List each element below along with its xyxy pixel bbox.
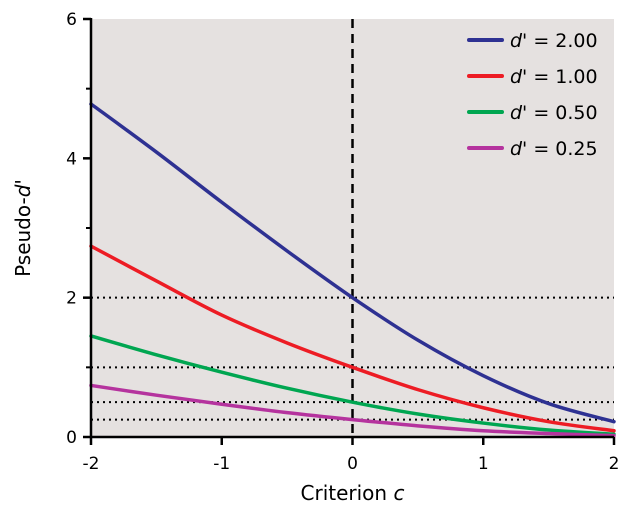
y-tick-label-0: 0 (66, 428, 77, 448)
series-line-3 (89, 383, 616, 438)
x-tick-label-1: -1 (213, 454, 230, 474)
tick-labels: -2 -1 0 1 2 0 2 4 6 (66, 10, 619, 474)
series-line-1 (89, 244, 616, 433)
series-line-2 (89, 334, 616, 436)
x-axis-label: Criterion c (301, 481, 405, 505)
y-axis-label: Pseudo-d' (11, 179, 35, 277)
x-tick-label-2: 0 (347, 454, 358, 474)
legend-label-1: d' = 1.00 (510, 66, 598, 88)
series-layer (89, 102, 616, 438)
y-tick-label-3: 6 (66, 10, 77, 30)
series-line-0 (89, 102, 616, 424)
legend: d' = 2.00 d' = 1.00 d' = 0.50 d' = 0.25 (467, 30, 598, 160)
legend-label-3: d' = 0.25 (510, 138, 598, 160)
x-tick-label-4: 2 (609, 454, 620, 474)
legend-label-0: d' = 2.00 (510, 30, 598, 52)
axes (83, 17, 616, 445)
y-tick-label-1: 2 (66, 289, 77, 309)
legend-label-2: d' = 0.50 (510, 102, 598, 124)
x-tick-label-3: 1 (478, 454, 489, 474)
y-tick-label-2: 4 (66, 149, 77, 169)
x-tick-label-0: -2 (83, 454, 100, 474)
